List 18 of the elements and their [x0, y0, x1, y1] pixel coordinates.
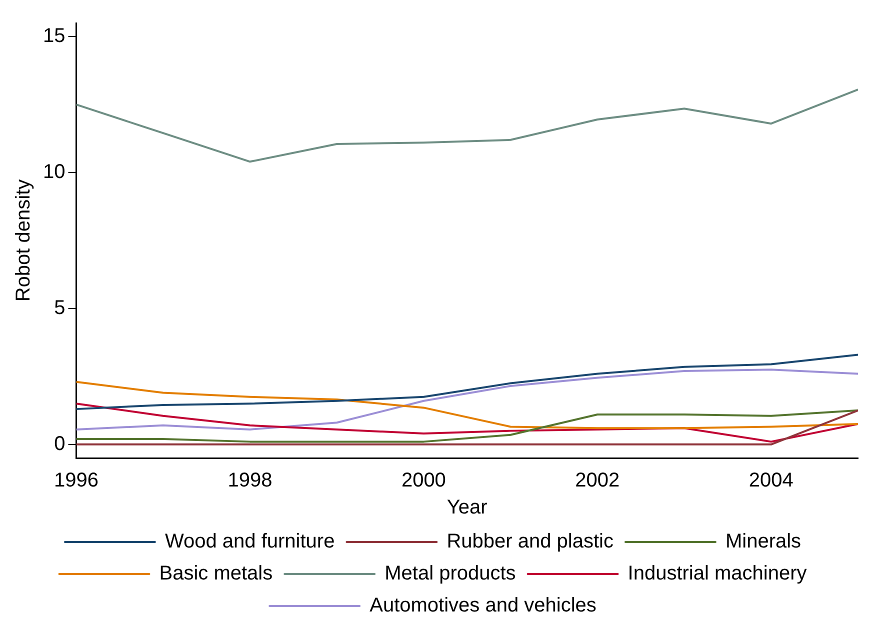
y-tick-label: 0 — [54, 432, 66, 455]
x-axis-title: Year — [446, 496, 488, 519]
y-tick-label: 15 — [42, 25, 66, 48]
legend-label: Wood and furniture — [164, 530, 335, 553]
y-tick-label: 10 — [42, 161, 66, 184]
x-tick-label: 1996 — [54, 470, 98, 492]
legend-label: Minerals — [725, 530, 802, 553]
legend-label: Automotives and vehicles — [370, 594, 596, 617]
x-tick-label: 2002 — [575, 470, 620, 492]
legend-label: Basic metals — [159, 562, 273, 585]
x-tick-label: 2004 — [748, 470, 794, 492]
legend-label: Rubber and plastic — [446, 530, 614, 553]
legend-label: Industrial machinery — [628, 562, 807, 585]
legend-label: Metal products — [384, 562, 516, 585]
y-axis-title: Robot density — [12, 179, 35, 302]
y-tick-label: 5 — [54, 296, 66, 319]
x-tick-label: 1998 — [228, 470, 272, 492]
x-tick-label: 2000 — [401, 470, 446, 492]
